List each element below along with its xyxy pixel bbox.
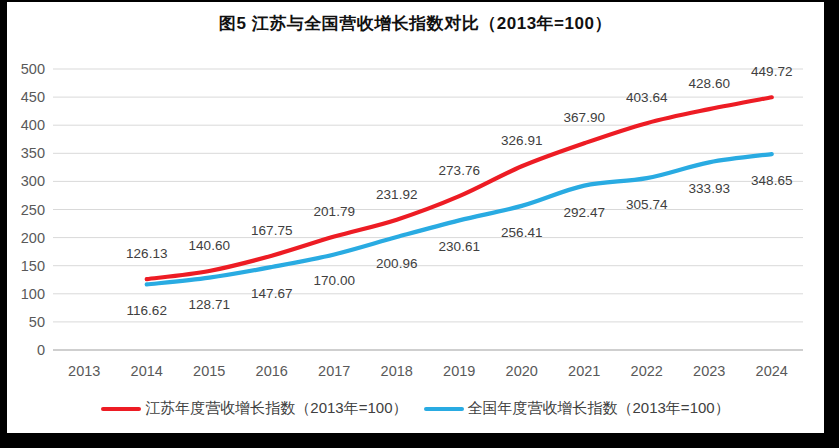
legend-item-1: 全国年度营收增长指数（2013年=100）	[424, 399, 730, 418]
x-axis-tick-label: 2015	[178, 362, 240, 380]
data-label: 126.13	[126, 246, 167, 261]
y-axis-tick-label: 150	[7, 257, 45, 275]
x-axis-tick-label: 2014	[116, 362, 178, 380]
x-axis-tick-label: 2018	[366, 362, 428, 380]
y-axis-tick-label: 400	[7, 116, 45, 134]
y-axis-tick-label: 300	[7, 172, 45, 190]
y-axis-tick-label: 50	[7, 313, 45, 331]
data-label: 230.61	[439, 239, 480, 254]
chart-area: 图5 江苏与全国营收增长指数对比（2013年=100） 050100150200…	[7, 2, 824, 433]
x-axis-tick-label: 2023	[678, 362, 740, 380]
data-label: 200.96	[376, 256, 417, 271]
data-label: 403.64	[626, 90, 667, 105]
x-axis-tick-label: 2013	[53, 362, 115, 380]
y-axis-tick-label: 350	[7, 144, 45, 162]
data-label: 348.65	[751, 173, 792, 188]
data-label: 292.47	[564, 204, 605, 219]
legend: 江苏年度营收增长指数（2013年=100） 全国年度营收增长指数（2013年=10…	[7, 399, 824, 418]
y-axis-tick-label: 100	[7, 285, 45, 303]
legend-line-swatch	[424, 407, 464, 411]
data-label: 170.00	[314, 273, 355, 288]
data-label: 333.93	[689, 181, 730, 196]
data-label: 147.67	[251, 286, 292, 301]
x-axis-tick-label: 2020	[491, 362, 553, 380]
x-axis-tick-label: 2016	[241, 362, 303, 380]
legend-label: 全国年度营收增长指数（2013年=100）	[468, 399, 730, 418]
y-axis-tick-label: 450	[7, 88, 45, 106]
legend-label: 江苏年度营收增长指数（2013年=100）	[145, 399, 407, 418]
y-axis-tick-label: 250	[7, 201, 45, 219]
data-label: 449.72	[751, 64, 792, 79]
data-label: 326.91	[501, 133, 542, 148]
screenshot-canvas: 图5 江苏与全国营收增长指数对比（2013年=100） 050100150200…	[0, 0, 839, 448]
data-label: 273.76	[439, 163, 480, 178]
x-axis-tick-label: 2019	[428, 362, 490, 380]
data-label: 167.75	[251, 222, 292, 237]
legend-item-0: 江苏年度营收增长指数（2013年=100）	[101, 399, 407, 418]
x-axis-tick-label: 2022	[616, 362, 678, 380]
x-axis-tick-label: 2017	[303, 362, 365, 380]
data-label: 201.79	[314, 203, 355, 218]
data-label: 305.74	[626, 197, 667, 212]
data-label: 140.60	[189, 237, 230, 252]
x-axis-tick-label: 2021	[553, 362, 615, 380]
data-label: 367.90	[564, 110, 605, 125]
data-label: 231.92	[376, 186, 417, 201]
data-label: 116.62	[127, 303, 167, 318]
y-axis-tick-label: 0	[7, 341, 45, 359]
data-label: 428.60	[689, 76, 730, 91]
y-axis-tick-label: 200	[7, 229, 45, 247]
legend-line-swatch	[101, 407, 141, 411]
x-axis-tick-label: 2024	[741, 362, 803, 380]
data-label: 256.41	[501, 224, 542, 239]
y-axis-tick-label: 500	[7, 60, 45, 78]
data-label: 128.71	[189, 296, 230, 311]
